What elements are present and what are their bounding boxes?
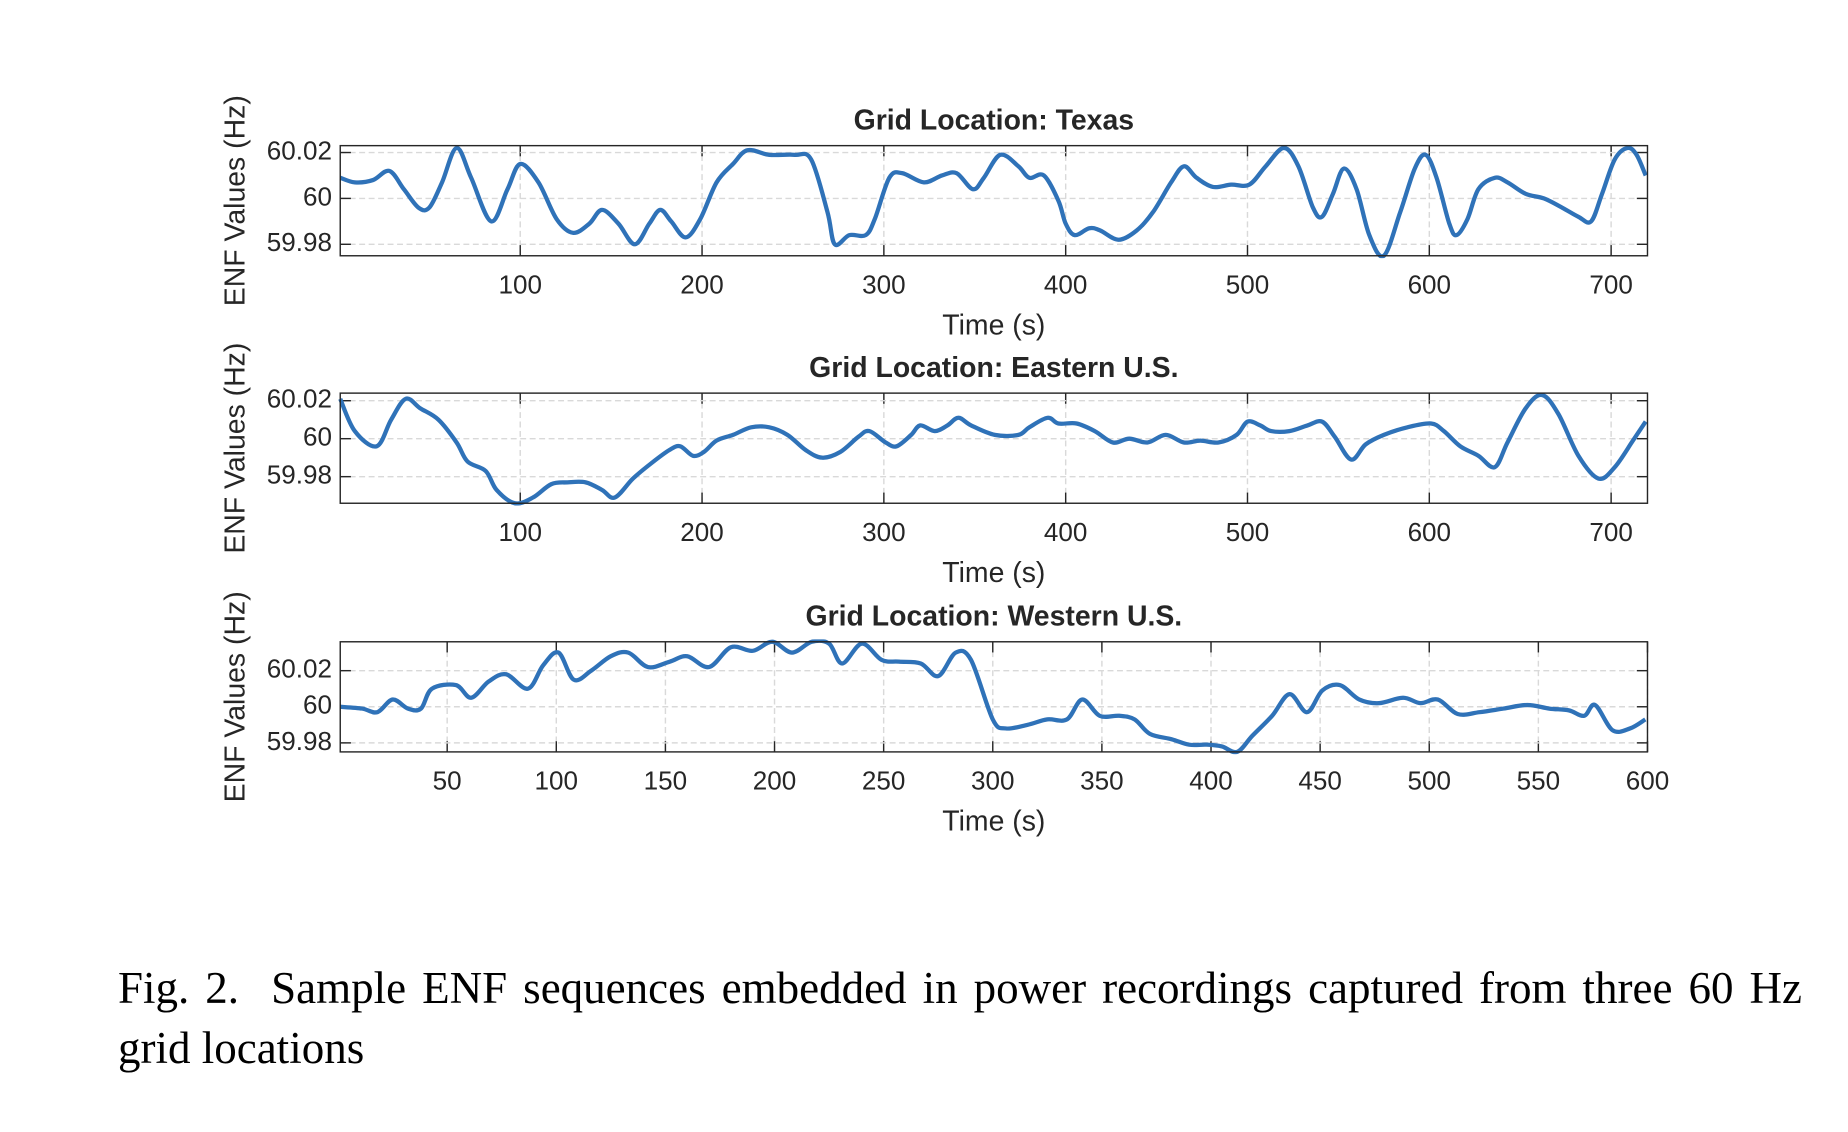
x-tick-label: 450 — [1298, 766, 1341, 796]
x-tick-label: 700 — [1589, 517, 1632, 547]
data-line — [338, 392, 1648, 506]
x-tick-label: 300 — [862, 269, 905, 299]
x-tick-label: 700 — [1589, 269, 1632, 299]
chart-title: Grid Location: Eastern U.S. — [809, 352, 1178, 384]
x-tick-label: 100 — [499, 269, 542, 299]
x-tick-label: 350 — [1080, 766, 1123, 796]
y-axis-label: ENF Values (Hz) — [220, 95, 252, 306]
plot-border — [339, 144, 1649, 257]
x-axis-label: Time (s) — [942, 557, 1045, 589]
y-tick-label: 59.98 — [267, 227, 332, 257]
x-tick-label: 100 — [499, 517, 542, 547]
x-tick-label: 150 — [644, 766, 687, 796]
y-tick-label: 60 — [303, 690, 332, 720]
y-tick-label: 60 — [303, 181, 332, 211]
x-tick-label: 200 — [680, 517, 723, 547]
chart-title: Grid Location: Western U.S. — [806, 601, 1183, 633]
y-axis-label: ENF Values (Hz) — [220, 343, 252, 554]
x-axis-label: Time (s) — [942, 309, 1045, 341]
plot-border — [339, 641, 1649, 753]
plot-area — [340, 641, 1648, 752]
y-tick-label: 60.02 — [267, 654, 332, 684]
x-tick-label: 600 — [1626, 766, 1669, 796]
caption: Fig. 2. Sample ENF sequences embedded in… — [118, 963, 1814, 1073]
x-tick-label: 50 — [433, 766, 462, 796]
x-tick-label: 100 — [535, 766, 578, 796]
x-tick-label: 500 — [1226, 517, 1269, 547]
x-tick-label: 300 — [862, 517, 905, 547]
x-tick-label: 200 — [753, 766, 796, 796]
x-tick-label: 400 — [1044, 517, 1087, 547]
plot-area — [340, 393, 1648, 504]
x-tick-label: 250 — [862, 766, 905, 796]
chart-title: Grid Location: Texas — [854, 104, 1134, 136]
data-line — [339, 145, 1648, 259]
x-axis-label: Time (s) — [942, 805, 1045, 837]
y-tick-label: 59.98 — [267, 460, 332, 490]
x-tick-label: 400 — [1044, 269, 1087, 299]
plot-border — [339, 392, 1649, 504]
x-tick-label: 600 — [1408, 269, 1451, 299]
x-tick-label: 200 — [680, 269, 723, 299]
y-tick-label: 60.02 — [267, 384, 332, 414]
x-tick-label: 600 — [1408, 517, 1451, 547]
x-tick-label: 500 — [1408, 766, 1451, 796]
y-tick-label: 60.02 — [267, 135, 332, 165]
x-tick-label: 500 — [1226, 269, 1269, 299]
x-tick-label: 550 — [1517, 766, 1560, 796]
y-tick-label: 59.98 — [267, 726, 332, 756]
y-axis-label: ENF Values (Hz) — [220, 591, 252, 802]
x-tick-label: 300 — [971, 766, 1014, 796]
x-tick-label: 400 — [1189, 766, 1232, 796]
y-tick-label: 60 — [303, 422, 332, 452]
data-line — [340, 639, 1647, 755]
